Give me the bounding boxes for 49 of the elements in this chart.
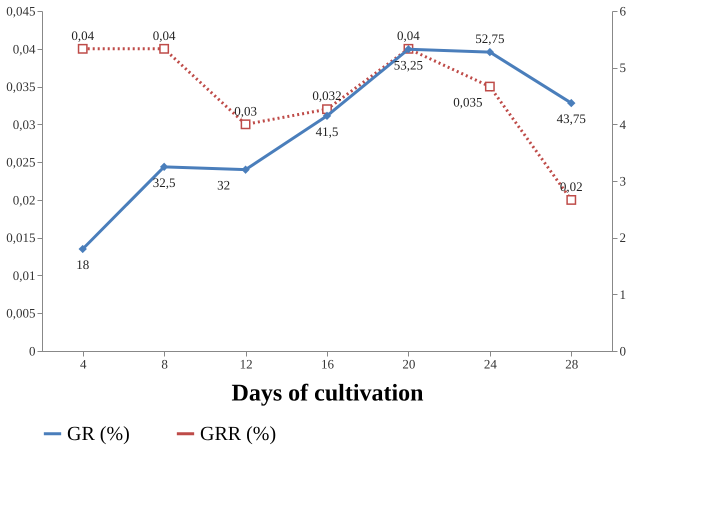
data-label: 0,02: [560, 178, 583, 194]
annotation: 18: [76, 257, 90, 272]
annotation: 32: [217, 178, 230, 193]
x-tick-label: 4: [80, 356, 87, 372]
x-tick-label: 28: [565, 356, 578, 372]
annotation: 32,5: [152, 174, 176, 190]
point: [78, 244, 87, 254]
data-label: 0,032: [312, 88, 342, 104]
legend-label: GRR (%): [200, 422, 276, 445]
x-tick-label: 16: [321, 356, 334, 372]
point: [567, 98, 576, 108]
annotation: 43,75: [556, 111, 586, 126]
y2-tick-label: 5: [620, 60, 626, 76]
y2-tick-label: 3: [620, 174, 626, 188]
y-tick-label: 0,025: [6, 154, 36, 170]
y-tick-label: 0,02: [12, 192, 36, 208]
point: [322, 112, 332, 120]
annotation: 41,5: [316, 124, 338, 139]
y-tick-label: 0,035: [6, 79, 36, 94]
point: [159, 44, 170, 54]
y-tick-label: 0,03: [12, 116, 36, 132]
data-label: 0,04: [71, 28, 95, 43]
y2-tick-label: 4: [620, 116, 626, 132]
annotation: 52,75: [475, 31, 504, 46]
y2-tick-label: 0: [620, 344, 626, 358]
point: [78, 44, 88, 54]
y-tick-label: 0,01: [12, 268, 36, 283]
point: [484, 82, 495, 92]
y-tick-label: 0,015: [6, 230, 36, 246]
x-tick-label: 20: [402, 356, 416, 372]
annotation: 53,25: [394, 57, 424, 72]
point: [566, 194, 576, 205]
y-tick-label: 0,045: [6, 4, 36, 18]
x-axis-title: Days of cultivation: [232, 380, 424, 406]
point: [240, 119, 251, 130]
x-tick-label: 12: [240, 356, 253, 372]
data-label: 0,035: [453, 94, 482, 110]
y-tick-label: 0: [29, 344, 36, 358]
y2-tick-label: 2: [620, 230, 626, 246]
y2-tick-label: 6: [620, 4, 626, 18]
y2-tick-label: 1: [620, 286, 626, 302]
x-tick-label: 8: [161, 356, 168, 372]
legend-label: GR (%): [67, 422, 130, 445]
x-tick-label: 24: [484, 356, 498, 372]
y-tick-label: 0,005: [6, 306, 36, 321]
data-label: 0,03: [234, 103, 257, 118]
data-label: 0,04: [397, 28, 420, 43]
data-label: 0,04: [152, 28, 176, 43]
y-tick-label: 0,04: [12, 41, 36, 56]
